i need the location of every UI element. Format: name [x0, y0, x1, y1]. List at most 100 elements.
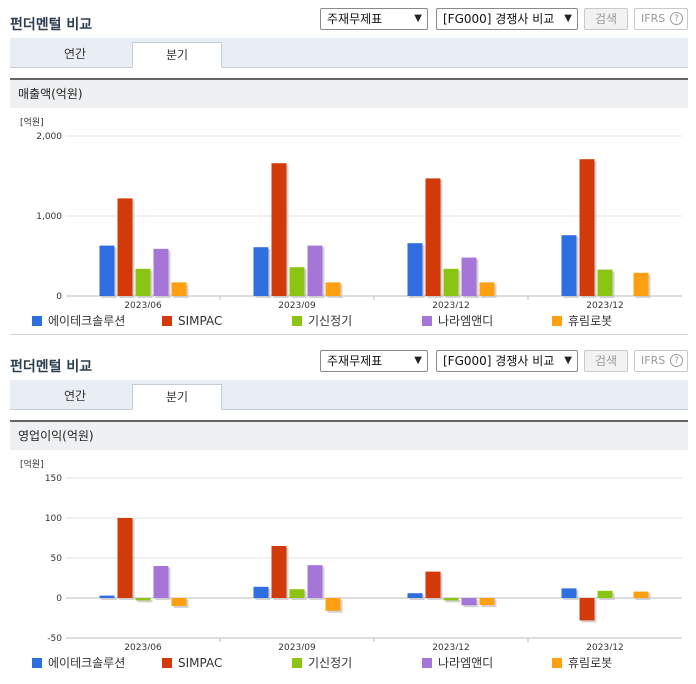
x-tick-label: 2023/12: [586, 301, 623, 308]
legend-item[interactable]: SIMPAC: [162, 312, 222, 330]
x-tick-label: 2023/12: [586, 643, 623, 650]
metric-header: 매출액(억원): [10, 78, 688, 108]
help-icon[interactable]: ?: [670, 12, 683, 25]
legend-item[interactable]: 에이테크솔루션: [32, 312, 125, 330]
x-tick-label: 2023/12: [432, 301, 469, 308]
bar-shadow: [137, 600, 153, 603]
legend-swatch: [292, 658, 302, 668]
search-button[interactable]: 검색: [584, 350, 628, 372]
bar[interactable]: [479, 282, 495, 296]
fundamental-panel-revenue: 펀더멘털 비교 주재무제표 ▼ [FG000] 경쟁사 비교 ▼ 검색 IFRS? …: [0, 0, 696, 338]
panel-title: 펀더멘털 비교: [10, 17, 93, 33]
bar[interactable]: [253, 247, 269, 296]
legend-label: 휴림로봇: [568, 314, 613, 328]
bar[interactable]: [633, 272, 649, 296]
legend-swatch: [162, 316, 172, 326]
bar[interactable]: [579, 598, 595, 621]
legend-label: 에이테크솔루션: [48, 656, 126, 670]
statement-type-select[interactable]: 주재무제표 ▼: [320, 350, 428, 372]
legend-item[interactable]: 기신정기: [292, 654, 352, 672]
legend-label: SIMPAC: [178, 314, 223, 328]
legend-item[interactable]: 나라엠앤디: [422, 312, 493, 330]
search-button[interactable]: 검색: [584, 8, 628, 30]
bar[interactable]: [443, 598, 459, 601]
legend-item[interactable]: 기신정기: [292, 312, 352, 330]
bar[interactable]: [325, 282, 341, 296]
ifrs-button[interactable]: IFRS?: [634, 8, 688, 30]
divider: [10, 334, 688, 335]
bar[interactable]: [425, 178, 441, 296]
bar[interactable]: [407, 593, 423, 598]
panel-title: 펀더멘털 비교: [10, 359, 93, 375]
bar[interactable]: [253, 586, 269, 598]
bar[interactable]: [99, 245, 115, 296]
chart-legend: 에이테크솔루션 SIMPAC 기신정기 나라엠앤디 휴림로봇: [10, 312, 688, 330]
legend-label: 나라엠앤디: [438, 314, 494, 328]
revenue-bar-chart: [억원] 0 1,000 2,000 2023/06 2023/09 2023/12 2023…: [20, 116, 682, 308]
x-tick-label: 2023/09: [278, 643, 316, 650]
chevron-down-icon: ▼: [564, 355, 572, 366]
tab-annual[interactable]: 연간: [63, 47, 87, 61]
help-icon[interactable]: ?: [670, 354, 683, 367]
bar[interactable]: [117, 198, 133, 296]
bar[interactable]: [633, 591, 649, 598]
legend-item[interactable]: SIMPAC: [162, 654, 222, 672]
bar[interactable]: [135, 598, 151, 601]
bar[interactable]: [561, 235, 577, 296]
bar[interactable]: [407, 243, 423, 296]
bar[interactable]: [271, 546, 287, 598]
statement-type-value: 주재무제표: [327, 354, 383, 368]
legend-item[interactable]: 나라엠앤디: [422, 654, 493, 672]
peer-group-select[interactable]: [FG000] 경쟁사 비교 ▼: [436, 8, 578, 30]
bar-shadow: [101, 597, 117, 600]
bar[interactable]: [289, 267, 305, 296]
bar[interactable]: [597, 590, 613, 598]
legend-swatch: [552, 658, 562, 668]
metric-header: 영업이익(억원): [10, 420, 688, 450]
x-tick-label: 2023/06: [124, 301, 162, 308]
tab-quarterly[interactable]: 분기: [132, 42, 222, 68]
bar[interactable]: [325, 598, 341, 611]
bar[interactable]: [307, 245, 323, 296]
legend-item[interactable]: 휴림로봇: [552, 312, 612, 330]
y-unit-label: [억원]: [20, 458, 44, 470]
bar[interactable]: [171, 598, 187, 606]
peer-group-select[interactable]: [FG000] 경쟁사 비교 ▼: [436, 350, 578, 372]
legend-swatch: [552, 316, 562, 326]
y-tick-label: 1,000: [36, 212, 62, 222]
bar[interactable]: [99, 595, 115, 598]
bar[interactable]: [579, 159, 595, 296]
bar[interactable]: [597, 269, 613, 296]
legend-label: SIMPAC: [178, 656, 223, 670]
legend-item[interactable]: 휴림로봇: [552, 654, 612, 672]
legend-swatch: [162, 658, 172, 668]
bar[interactable]: [171, 282, 187, 296]
x-tick-label: 2023/06: [124, 643, 162, 650]
tab-annual[interactable]: 연간: [63, 389, 87, 403]
y-tick-label: 0: [56, 292, 62, 302]
bar[interactable]: [135, 268, 151, 296]
bar[interactable]: [561, 588, 577, 598]
bar[interactable]: [117, 518, 133, 598]
ifrs-button[interactable]: IFRS?: [634, 350, 688, 372]
bar[interactable]: [153, 248, 169, 296]
bar[interactable]: [289, 589, 305, 598]
bar[interactable]: [425, 571, 441, 598]
bar[interactable]: [461, 257, 477, 296]
tab-quarterly[interactable]: 분기: [132, 384, 222, 410]
bar[interactable]: [479, 598, 495, 606]
legend-swatch: [422, 658, 432, 668]
bar[interactable]: [271, 163, 287, 296]
legend-label: 기신정기: [308, 656, 353, 670]
x-tick-label: 2023/09: [278, 301, 316, 308]
statement-type-select[interactable]: 주재무제표 ▼: [320, 8, 428, 30]
bar[interactable]: [461, 598, 477, 606]
chevron-down-icon: ▼: [414, 355, 422, 366]
y-tick-label: 50: [51, 554, 63, 564]
ifrs-label: IFRS: [641, 354, 666, 367]
bar[interactable]: [153, 566, 169, 598]
legend-swatch: [32, 658, 42, 668]
bar[interactable]: [307, 565, 323, 598]
legend-item[interactable]: 에이테크솔루션: [32, 654, 125, 672]
bar[interactable]: [443, 268, 459, 296]
